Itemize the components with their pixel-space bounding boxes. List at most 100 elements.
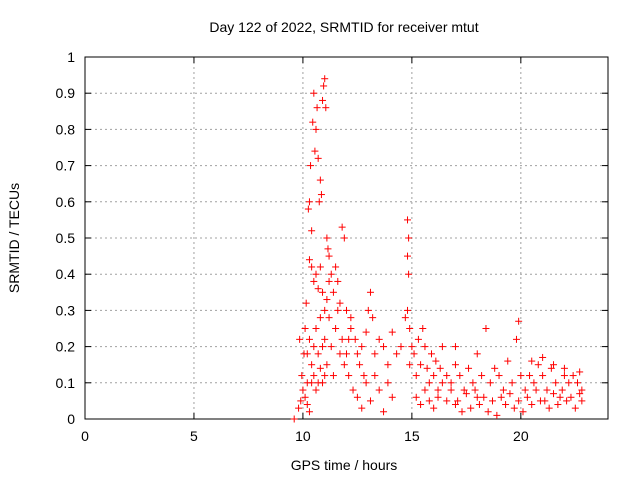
data-point (325, 314, 333, 322)
data-points (290, 75, 586, 423)
data-point (362, 379, 370, 387)
data-point (299, 386, 307, 394)
data-point (425, 379, 433, 387)
data-point (316, 263, 324, 271)
data-point (338, 223, 346, 231)
data-point (473, 393, 481, 401)
data-point (343, 306, 350, 314)
data-point (499, 386, 507, 394)
data-point (436, 364, 444, 372)
data-point (482, 325, 490, 332)
data-point (319, 96, 327, 104)
data-point (321, 335, 329, 343)
data-point (417, 361, 425, 369)
data-point (576, 390, 584, 398)
data-point (290, 415, 298, 423)
data-point (530, 379, 538, 387)
data-point (356, 361, 364, 369)
data-point (312, 325, 320, 332)
data-point (310, 343, 318, 351)
data-point (397, 343, 405, 351)
data-point (438, 379, 446, 387)
data-point (347, 325, 355, 332)
data-point (321, 306, 329, 314)
data-point (480, 393, 488, 401)
data-point (423, 364, 431, 372)
data-point (364, 306, 372, 314)
data-point (297, 397, 305, 405)
data-point (347, 314, 355, 322)
data-point (309, 118, 317, 126)
data-point (366, 288, 374, 296)
data-point (303, 350, 311, 358)
data-point (550, 361, 558, 369)
data-point (298, 372, 306, 380)
data-point (456, 372, 464, 380)
data-point (302, 299, 310, 307)
data-point (552, 379, 560, 387)
data-point (321, 75, 329, 83)
data-point (310, 89, 318, 97)
data-point (380, 343, 388, 351)
data-point (315, 198, 323, 206)
data-point (305, 198, 313, 206)
data-point (295, 404, 303, 412)
data-point (327, 343, 335, 351)
data-point (405, 270, 413, 278)
data-point (528, 357, 536, 365)
data-point (545, 404, 553, 412)
data-point (316, 176, 324, 184)
data-point (340, 361, 348, 369)
data-point (325, 252, 333, 260)
data-point (327, 270, 335, 278)
data-point (491, 364, 499, 372)
data-point (369, 314, 377, 322)
data-point (443, 372, 451, 380)
data-point (421, 386, 429, 394)
data-point (323, 234, 331, 242)
data-point (475, 401, 483, 409)
data-point (313, 104, 321, 112)
data-point (351, 335, 359, 343)
data-point (314, 285, 322, 293)
data-point (443, 397, 451, 405)
data-point (469, 379, 477, 387)
data-point (324, 245, 332, 253)
data-point (371, 350, 379, 358)
data-point (303, 401, 311, 409)
y-tick-label: 0.5 (56, 230, 76, 246)
y-tick-label: 0.4 (56, 266, 76, 282)
data-point (534, 361, 542, 369)
data-point (539, 353, 547, 361)
data-point (425, 397, 433, 405)
data-point (430, 404, 438, 412)
data-point (497, 393, 505, 401)
data-point (526, 372, 534, 380)
data-point (421, 343, 429, 351)
data-point (362, 328, 370, 336)
data-point (329, 288, 337, 296)
data-point (447, 386, 455, 394)
data-point (317, 191, 325, 199)
data-point (510, 404, 518, 412)
data-point (338, 335, 346, 343)
data-point (410, 350, 418, 358)
data-point (340, 234, 348, 242)
data-point (404, 252, 412, 260)
x-tick-label: 0 (81, 428, 89, 444)
x-tick-label: 20 (513, 428, 529, 444)
data-point (484, 408, 492, 416)
data-point (314, 350, 322, 358)
data-point (523, 393, 531, 401)
data-point (486, 379, 494, 387)
data-point (308, 227, 316, 235)
data-point (404, 216, 412, 224)
data-point (578, 397, 586, 405)
data-point (307, 162, 315, 170)
x-tick-label: 15 (404, 428, 420, 444)
data-point (451, 401, 459, 409)
data-point (578, 386, 586, 394)
data-point (308, 263, 316, 271)
data-point (565, 379, 573, 387)
